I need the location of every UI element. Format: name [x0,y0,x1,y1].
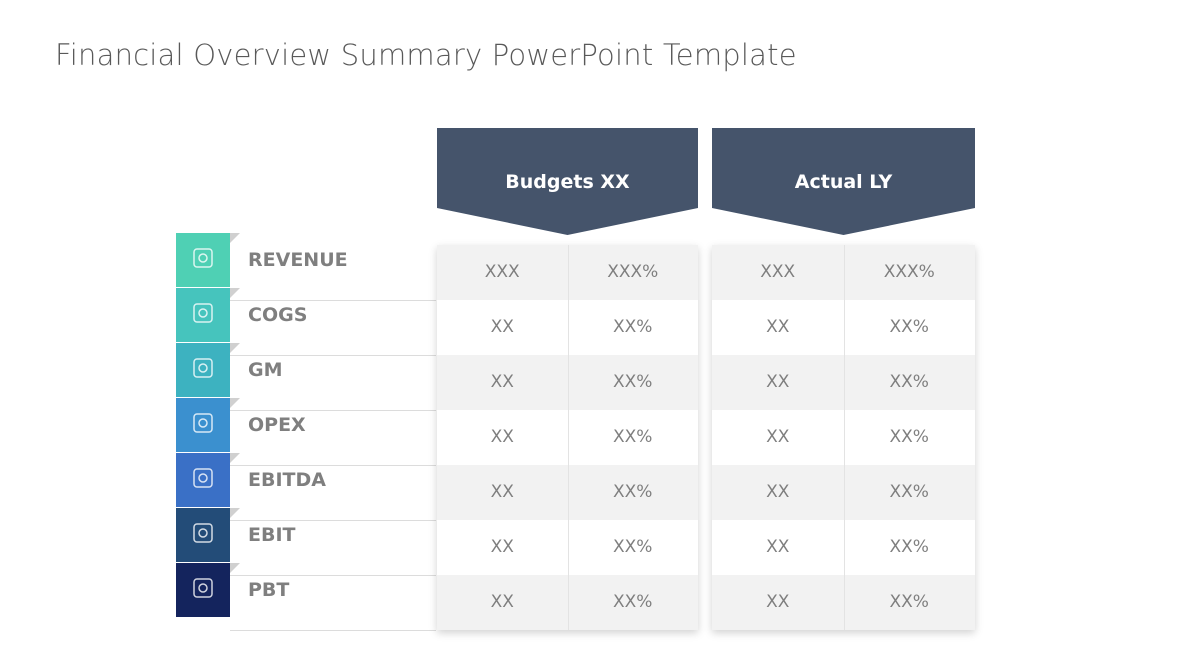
table-cell: XX% [889,427,929,447]
table-cell: XX [766,537,790,557]
icon-glyph [193,578,213,598]
table-cell: XX% [613,482,653,502]
table-cell: XX% [613,427,653,447]
table-cell: XXX% [607,262,659,282]
row-separator [230,630,436,631]
row-icon [176,563,230,617]
table-cell: XXX [760,262,796,282]
icon-glyph [193,303,213,323]
row-separator [230,355,436,356]
icon-glyph [193,468,213,488]
table-cell: XX% [613,317,653,337]
table-cell: XXX% [883,262,935,282]
row-label: COGS [248,304,308,326]
icon-glyph [193,523,213,543]
header-shape [437,128,698,235]
table-cell: XX% [889,482,929,502]
table-cell: XX [766,372,790,392]
row-separator [230,575,436,576]
table-cell: XX [490,372,514,392]
row-label: GM [248,359,283,381]
table-cell: XX [490,317,514,337]
row-label: OPEX [248,414,306,436]
column-divider [843,245,845,630]
table-cell: XX [490,592,514,612]
table-cell: XXX [484,262,520,282]
table-cell: XX% [613,372,653,392]
table-cell: XX [490,482,514,502]
table-cell: XX [490,537,514,557]
row-icon [176,343,230,397]
icon-glyph [193,413,213,433]
fold [230,288,240,298]
column-header: Budgets XX [505,171,630,193]
slide-title: Financial Overview Summary PowerPoint Te… [55,38,797,72]
row-icon [176,453,230,507]
row-separator [230,300,436,301]
fold [230,233,240,243]
icon-glyph [193,248,213,268]
fold [230,398,240,408]
table-cell: XX [766,592,790,612]
row-separator [230,410,436,411]
row-label: REVENUE [248,249,348,271]
column-header: Actual LY [794,171,893,193]
row-label: PBT [248,579,290,601]
table-cell: XX [766,427,790,447]
column-divider [567,245,569,630]
table-cell: XX% [889,372,929,392]
fold [230,453,240,463]
table-cell: XX [766,317,790,337]
row-label: EBIT [248,524,296,546]
table-cell: XX% [889,537,929,557]
row-separator [230,465,436,466]
row-icon [176,398,230,452]
table-cell: XX% [889,592,929,612]
row-label: EBITDA [248,469,326,491]
header-shape [712,128,975,235]
table-cell: XX% [889,317,929,337]
table-cell: XX [490,427,514,447]
table-cell: XX [766,482,790,502]
row-icon [176,288,230,342]
row-icon [176,508,230,562]
fold [230,563,240,573]
table-cell: XX% [613,592,653,612]
row-icon [176,233,230,287]
row-separator [230,520,436,521]
fold [230,508,240,518]
table-cell: XX% [613,537,653,557]
fold [230,343,240,353]
icon-glyph [193,358,213,378]
